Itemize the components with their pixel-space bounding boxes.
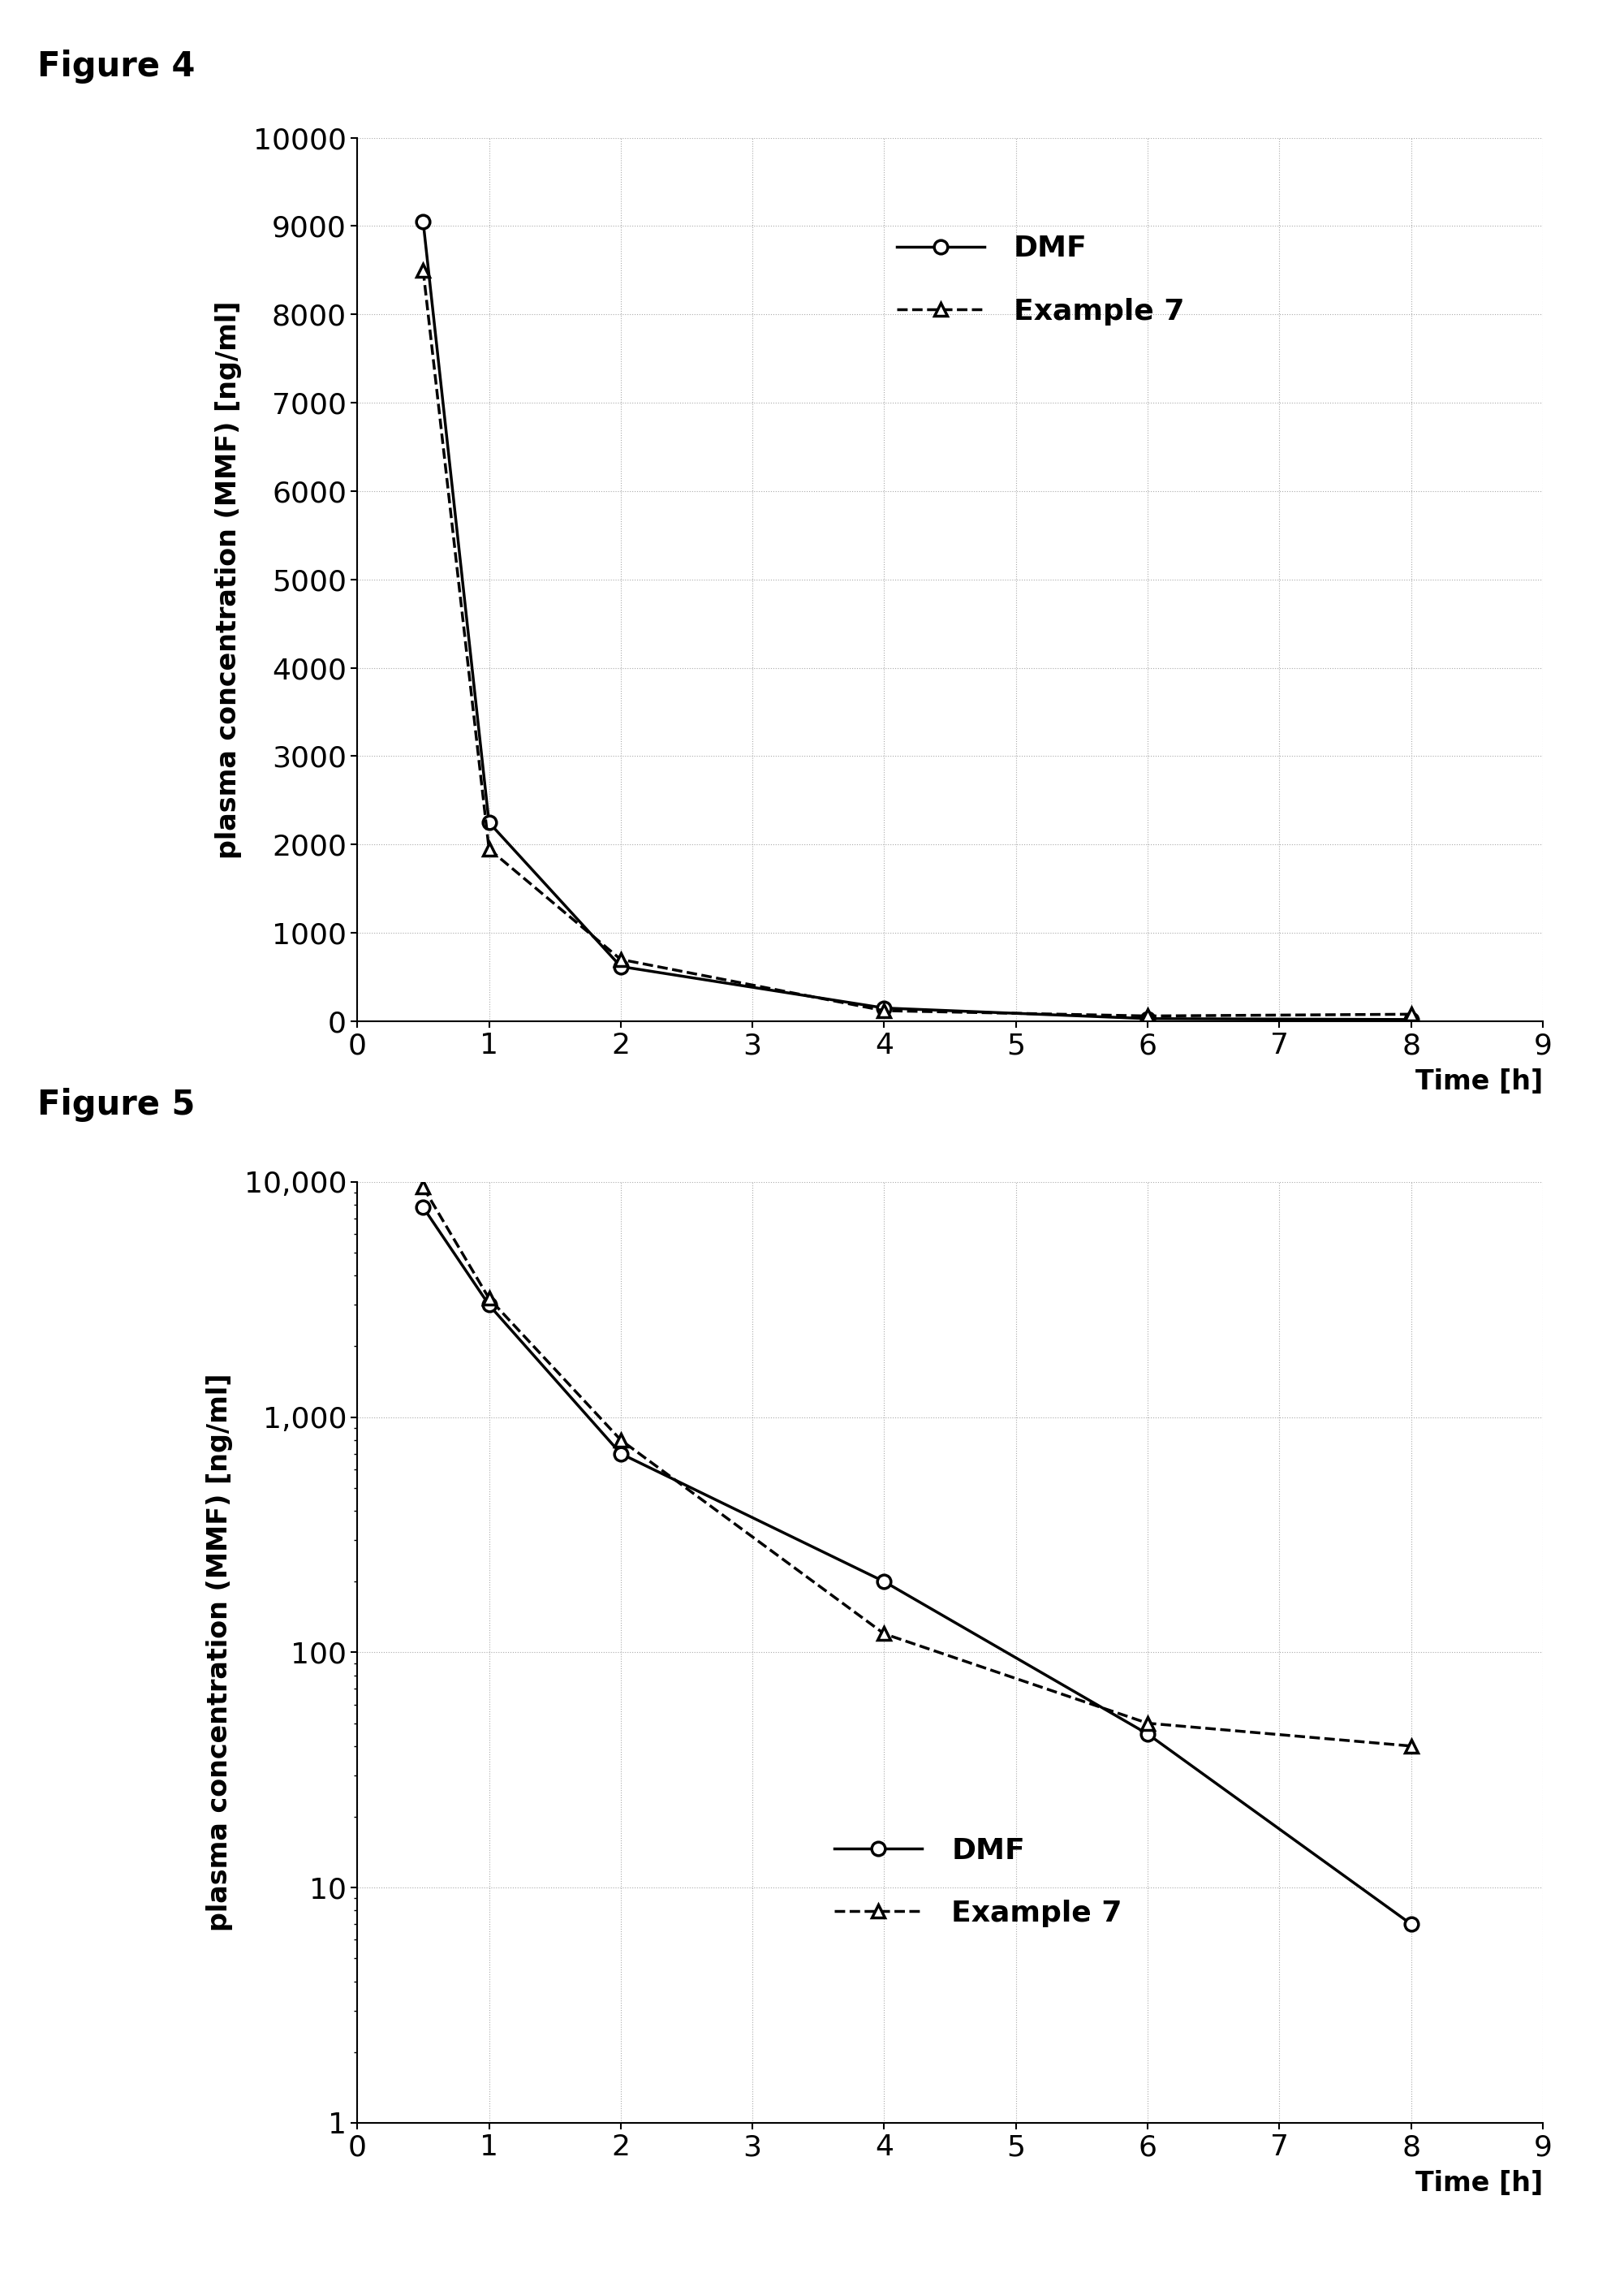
Example 7 [479, 835, 499, 863]
Y-axis label: plasma concentration (MMF) [ng/ml]: plasma concentration (MMF) [ng/ml] [216, 301, 242, 858]
Y-axis label: plasma concentration (MMF) [ng/ml]: plasma concentration (MMF) [ng/ml] [206, 1372, 232, 1932]
Legend: DMF, Example 7: DMF, Example 7 [885, 223, 1197, 337]
Line: DMF: DMF [416, 1200, 1418, 1930]
DMF [1402, 1909, 1421, 1937]
Text: Figure 5: Figure 5 [37, 1088, 195, 1122]
DMF [611, 1439, 630, 1467]
Line: Example 7: Example 7 [416, 264, 1418, 1024]
DMF [1138, 1005, 1158, 1033]
Example 7 [414, 1173, 434, 1200]
Example 7 [611, 1425, 630, 1453]
DMF [479, 1292, 499, 1320]
Example 7 [1138, 1710, 1158, 1737]
Example 7 [1138, 1003, 1158, 1030]
DMF [479, 808, 499, 835]
Legend: DMF, Example 7: DMF, Example 7 [822, 1825, 1134, 1939]
DMF [611, 952, 630, 980]
Line: DMF: DMF [416, 216, 1418, 1026]
DMF [874, 1567, 893, 1595]
Example 7 [1402, 1733, 1421, 1760]
Text: Time [h]: Time [h] [1415, 2171, 1543, 2196]
Example 7 [874, 1620, 893, 1648]
DMF [414, 209, 434, 236]
DMF [1402, 1005, 1421, 1033]
Example 7 [611, 946, 630, 973]
Example 7 [414, 257, 434, 285]
Line: Example 7: Example 7 [416, 1180, 1418, 1753]
DMF [414, 1193, 434, 1221]
Text: Time [h]: Time [h] [1415, 1069, 1543, 1095]
Text: Figure 4: Figure 4 [37, 48, 195, 83]
Example 7 [1402, 1001, 1421, 1028]
Example 7 [874, 996, 893, 1024]
DMF [1138, 1721, 1158, 1749]
Example 7 [479, 1285, 499, 1313]
DMF [874, 994, 893, 1021]
